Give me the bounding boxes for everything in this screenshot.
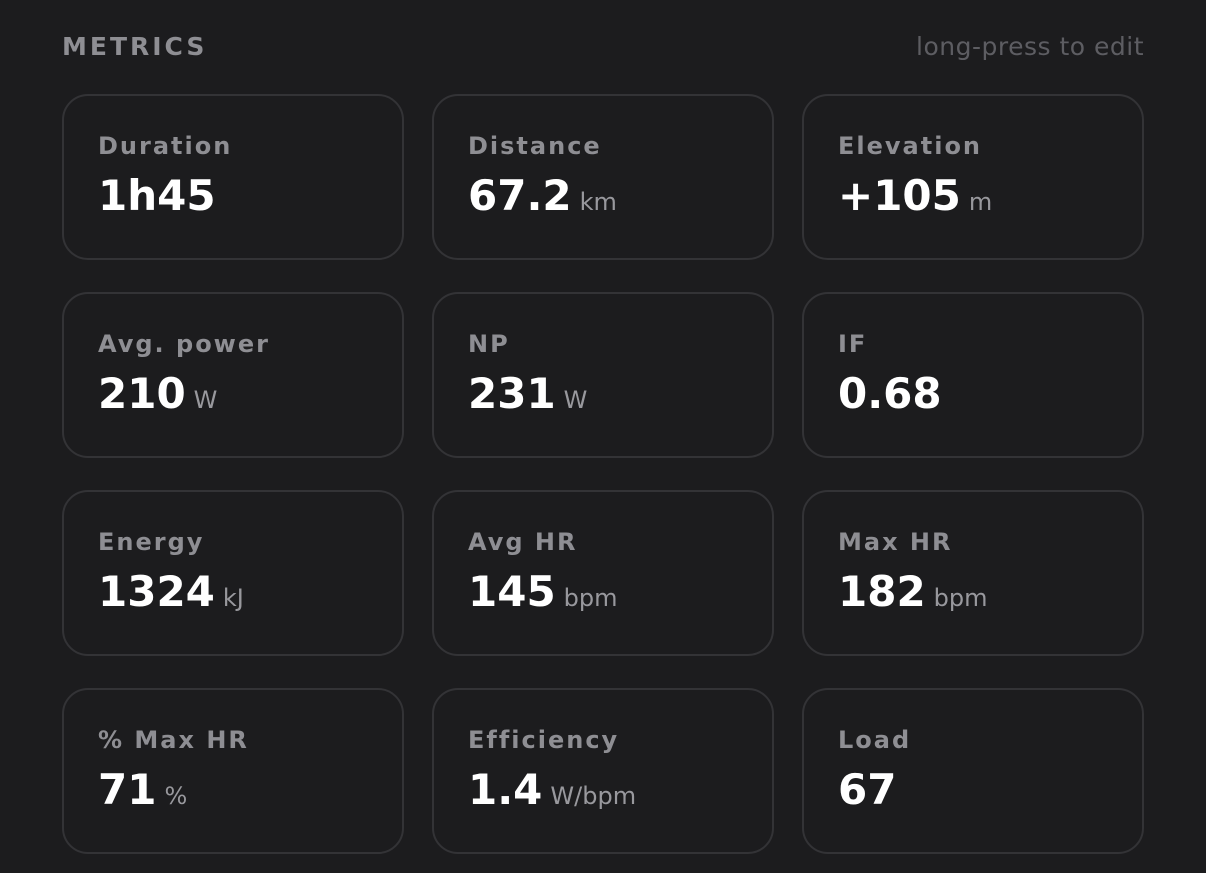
metric-value-row: 67.2 km: [468, 170, 738, 222]
metric-value-row: 1.4 W/bpm: [468, 764, 738, 816]
metric-card-percent-max-hr[interactable]: % Max HR 71 %: [62, 688, 404, 854]
metric-card-load[interactable]: Load 67: [802, 688, 1144, 854]
metric-card-distance[interactable]: Distance 67.2 km: [432, 94, 774, 260]
metric-value-row: 145 bpm: [468, 566, 738, 618]
metric-value: 0.68: [838, 369, 942, 418]
metric-card-max-hr[interactable]: Max HR 182 bpm: [802, 490, 1144, 656]
metric-value: 67.2: [468, 171, 572, 220]
metric-value: 67: [838, 765, 897, 814]
metric-label: Energy: [98, 528, 205, 556]
metric-value: 1h45: [98, 171, 216, 220]
metrics-grid: Duration 1h45 Distance 67.2 km Elevation…: [62, 94, 1144, 854]
edit-hint: long-press to edit: [916, 31, 1144, 61]
metric-card-avg-hr[interactable]: Avg HR 145 bpm: [432, 490, 774, 656]
metric-unit: W/bpm: [550, 782, 637, 810]
metric-value-row: 231 W: [468, 368, 738, 420]
metric-value: 145: [468, 567, 556, 616]
metric-card-if[interactable]: IF 0.68: [802, 292, 1144, 458]
metric-unit: bpm: [563, 584, 618, 612]
metric-value-row: 0.68: [838, 368, 1108, 420]
metric-unit: %: [164, 782, 188, 810]
metric-unit: W: [563, 386, 588, 414]
metric-card-np[interactable]: NP 231 W: [432, 292, 774, 458]
metric-value-row: 1h45: [98, 170, 368, 222]
metric-label: Avg. power: [98, 330, 270, 358]
metric-unit: km: [579, 188, 617, 216]
metric-label: Max HR: [838, 528, 953, 556]
metric-value-row: 1324 kJ: [98, 566, 368, 618]
metric-card-avg-power[interactable]: Avg. power 210 W: [62, 292, 404, 458]
metric-unit: W: [193, 386, 218, 414]
metric-value: 231: [468, 369, 556, 418]
metric-unit: m: [968, 188, 993, 216]
metric-value-row: 182 bpm: [838, 566, 1108, 618]
metric-value-row: +105 m: [838, 170, 1108, 222]
metric-card-elevation[interactable]: Elevation +105 m: [802, 94, 1144, 260]
metric-label: % Max HR: [98, 726, 249, 754]
section-title: METRICS: [62, 31, 208, 61]
metric-value: 210: [98, 369, 186, 418]
metric-card-energy[interactable]: Energy 1324 kJ: [62, 490, 404, 656]
metric-value: +105: [838, 171, 961, 220]
metric-value: 1324: [98, 567, 215, 616]
metric-value-row: 67: [838, 764, 1108, 816]
metric-label: Duration: [98, 132, 233, 160]
metric-card-efficiency[interactable]: Efficiency 1.4 W/bpm: [432, 688, 774, 854]
metric-card-duration[interactable]: Duration 1h45: [62, 94, 404, 260]
metric-label: NP: [468, 330, 510, 358]
metric-value: 71: [98, 765, 157, 814]
metrics-header: METRICS long-press to edit: [62, 24, 1144, 68]
metric-label: Distance: [468, 132, 602, 160]
metric-value: 182: [838, 567, 926, 616]
metric-label: IF: [838, 330, 868, 358]
metric-value: 1.4: [468, 765, 543, 814]
metric-label: Avg HR: [468, 528, 578, 556]
metric-label: Load: [838, 726, 912, 754]
metric-value-row: 210 W: [98, 368, 368, 420]
metric-unit: kJ: [222, 584, 244, 612]
metric-unit: bpm: [933, 584, 988, 612]
metric-label: Elevation: [838, 132, 983, 160]
metric-label: Efficiency: [468, 726, 620, 754]
metric-value-row: 71 %: [98, 764, 368, 816]
